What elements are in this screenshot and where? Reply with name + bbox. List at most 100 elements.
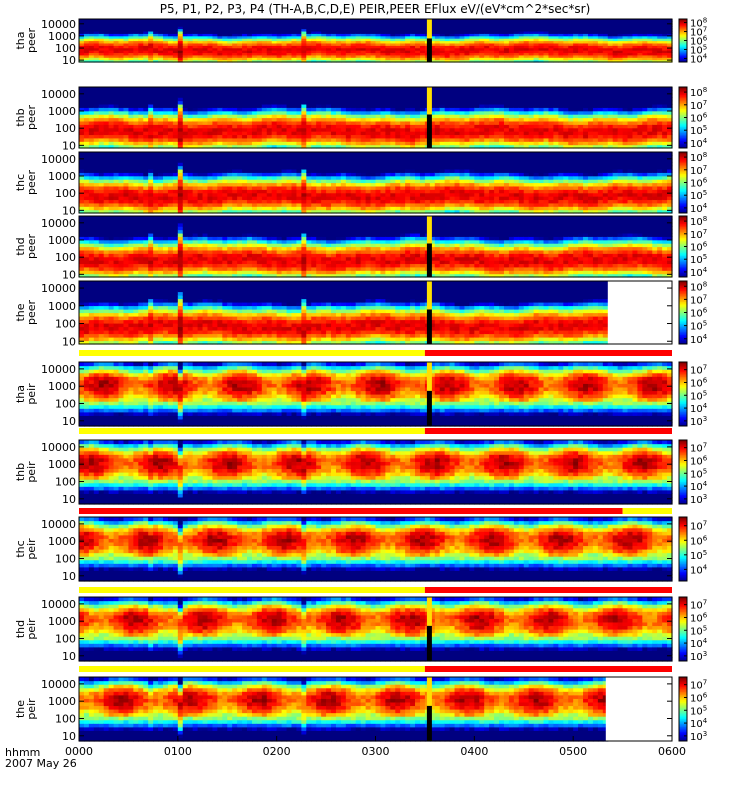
y-tick-label: 10000 [41,441,76,454]
colorbar-label: 106 [690,376,708,389]
colorbar-label: 105 [690,467,707,480]
y-tick-label: 1000 [48,30,76,43]
y-tick-label: 1000 [48,535,76,548]
x-tick-label: 0500 [559,745,587,758]
y-tick-label: 10 [62,415,76,428]
spectrogram-thb-peir [79,440,673,505]
colorbar-label: 107 [690,164,707,177]
colorbar-label: 106 [690,691,708,704]
colorbar-label: 106 [690,454,708,467]
panel-product-label: peer [25,105,38,131]
panel-product-label: peir [25,698,38,720]
data-transition [426,677,432,706]
panel-probe-label: thb [14,108,27,126]
colorbar-label: 103 [690,415,707,428]
y-tick-label: 1000 [48,458,76,471]
panel-probe-label: thc [14,540,27,557]
x-tick-label: 0600 [658,745,686,758]
colorbar-label: 108 [690,280,707,293]
mode-bar-segment [424,350,672,356]
colorbar-label: 107 [690,599,707,612]
mode-bar-segment [79,428,425,434]
time-axis: 0000 0100 0200 0300 0400 0500 0600 [65,736,686,758]
panel-frame [78,280,673,345]
y-tick-label: 100 [55,187,76,200]
colorbar-label: 107 [690,99,707,112]
colorbar-label: 106 [690,611,708,624]
x-tick-label: 0000 [65,745,93,758]
data-transition [426,216,432,244]
data-transition [426,281,432,310]
x-tick-label: 0300 [362,745,390,758]
colorbar-label: 107 [690,364,707,377]
panel-frame [78,215,673,278]
panel-probe-label: the [14,700,27,718]
y-tick-label: 1000 [48,105,76,118]
data-transition [426,597,432,626]
colorbar-frame [678,439,688,505]
spectrogram-thc-peer [79,152,673,214]
x-tick-label: 0200 [263,745,291,758]
y-tick-label: 10000 [41,18,76,31]
time-axis-title: hhmm [5,746,40,759]
colorbar-label: 104 [690,480,708,493]
y-tick-label: 10000 [41,363,76,376]
colorbar-label: 104 [690,52,708,65]
panel-frame [78,516,673,582]
y-tick-label: 10 [62,335,76,348]
colorbar-frame [678,361,688,427]
mode-bar-segment [622,508,672,514]
panel-probe-label: thd [14,620,27,638]
data-dropout [426,114,432,149]
colorbar-label: 104 [690,563,708,576]
panel-frame [78,439,673,505]
colorbar-frame [678,516,688,582]
y-tick-label: 10 [62,493,76,506]
colorbar-label: 104 [690,333,708,346]
spectrogram-thb-peer [79,87,673,149]
mode-bar-segment [79,508,623,514]
spectrogram-tha-peir [79,362,673,427]
colorbar-label: 105 [690,253,707,266]
panel-product-label: peer [25,170,38,196]
panel-probe-label: tha [14,385,27,403]
colorbar-label: 104 [690,202,708,215]
y-tick-label: 10000 [41,88,76,101]
mode-bar-segment [79,350,425,356]
x-tick-label: 0400 [460,745,488,758]
colorbar-label: 103 [690,730,707,743]
data-dropout [426,625,432,661]
panel-frame [78,596,673,662]
colorbar-label: 106 [690,307,708,320]
colorbar-label: 107 [690,520,707,533]
colorbar-label: 105 [690,549,707,562]
colorbar-label: 104 [690,637,708,650]
data-transition [426,362,432,391]
y-tick-label: 1000 [48,170,76,183]
y-tick-label: 100 [55,397,76,410]
panel-product-label: peir [25,461,38,483]
spectrogram-thd-peir [79,597,673,662]
panel-probe-label: the [14,303,27,321]
panel-frame [78,86,673,149]
colorbar-label: 105 [690,320,707,333]
colorbar-label: 107 [690,679,707,692]
colorbar-label: 105 [690,124,707,137]
colorbar-label: 104 [690,402,708,415]
panel-probe-label: thb [14,463,27,481]
y-tick-label: 10 [62,54,76,67]
y-tick-label: 10 [62,204,76,217]
y-tick-label: 10000 [41,678,76,691]
panel-frame [78,361,673,427]
panel-product-label: peir [25,383,38,405]
